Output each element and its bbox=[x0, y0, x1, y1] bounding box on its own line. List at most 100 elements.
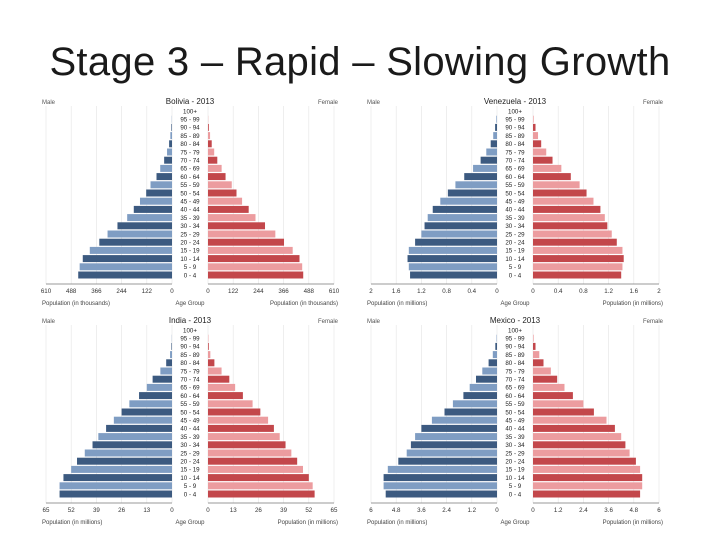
female-bar bbox=[208, 246, 293, 254]
age-group-label: 65 - 69 bbox=[505, 166, 525, 173]
age-group-label: 100+ bbox=[183, 327, 197, 334]
female-bar bbox=[533, 230, 612, 238]
male-bar bbox=[71, 465, 172, 473]
x-tick-label: 0 bbox=[495, 288, 499, 295]
male-bar bbox=[476, 375, 497, 383]
female-bar bbox=[533, 400, 584, 408]
age-group-label: 85 - 89 bbox=[505, 133, 525, 140]
age-group-label: 95 - 99 bbox=[505, 117, 525, 124]
female-bar bbox=[208, 400, 253, 408]
age-group-label: 10 - 14 bbox=[505, 475, 525, 482]
x-tick-label: 4.8 bbox=[629, 507, 638, 514]
female-bar bbox=[208, 140, 212, 148]
age-group-label: 45 - 49 bbox=[505, 418, 525, 425]
x-tick-label: 2 bbox=[657, 288, 661, 295]
age-group-label: 35 - 39 bbox=[180, 434, 200, 441]
male-bar bbox=[387, 465, 497, 473]
male-bar bbox=[486, 148, 497, 156]
female-bar bbox=[208, 263, 303, 271]
male-bar bbox=[427, 214, 497, 222]
x-tick-label: 122 bbox=[228, 288, 239, 295]
x-tick-label: 1.2 bbox=[467, 507, 476, 514]
male-bar bbox=[480, 156, 497, 164]
age-group-label: 60 - 64 bbox=[180, 174, 200, 181]
x-tick-label: 39 bbox=[280, 507, 287, 514]
x-tick-label: 6 bbox=[657, 507, 661, 514]
female-bar bbox=[208, 197, 243, 205]
age-group-label: 70 - 74 bbox=[180, 377, 200, 384]
male-bar bbox=[464, 173, 497, 181]
age-group-label: 80 - 84 bbox=[180, 360, 200, 367]
x-tick-label: 1.2 bbox=[604, 288, 613, 295]
male-bar bbox=[166, 359, 172, 367]
age-group-label: 20 - 24 bbox=[505, 240, 525, 247]
male-label: Male bbox=[367, 100, 381, 106]
chart-title: Mexico - 2013 bbox=[490, 316, 541, 325]
female-bar bbox=[533, 392, 573, 400]
female-bar bbox=[533, 115, 534, 123]
female-bar bbox=[208, 392, 243, 400]
x-tick-label: 13 bbox=[230, 507, 237, 514]
age-group-label: 20 - 24 bbox=[505, 459, 525, 466]
male-bar bbox=[170, 351, 172, 359]
male-bar bbox=[495, 123, 497, 131]
age-group-label: 100+ bbox=[508, 108, 522, 115]
female-bar bbox=[533, 342, 536, 350]
age-group-label: 20 - 24 bbox=[180, 240, 200, 247]
female-bar bbox=[533, 222, 608, 230]
x-tick-label: 26 bbox=[118, 507, 125, 514]
age-group-label: 80 - 84 bbox=[505, 141, 525, 148]
age-group-label: 0 - 4 bbox=[509, 272, 522, 279]
female-bar bbox=[533, 205, 601, 213]
age-group-label: 15 - 19 bbox=[505, 467, 525, 474]
male-bar bbox=[121, 408, 172, 416]
male-bar bbox=[383, 482, 497, 490]
age-group-label: 10 - 14 bbox=[505, 256, 525, 263]
female-bar bbox=[208, 238, 285, 246]
male-bar bbox=[129, 400, 172, 408]
age-group-label: 100+ bbox=[183, 108, 197, 115]
female-bar bbox=[208, 271, 304, 279]
male-label: Male bbox=[367, 319, 381, 325]
age-group-label: 95 - 99 bbox=[180, 336, 200, 343]
x-axis-title-center: Age Group bbox=[175, 301, 205, 307]
x-axis-title-left: Population (in thousands) bbox=[42, 301, 110, 307]
age-group-label: 40 - 44 bbox=[505, 207, 525, 214]
age-group-label: 100+ bbox=[508, 327, 522, 334]
male-bar bbox=[171, 123, 172, 131]
male-bar bbox=[171, 342, 172, 350]
age-group-label: 55 - 59 bbox=[505, 401, 525, 408]
male-bar bbox=[133, 205, 172, 213]
age-group-label: 75 - 79 bbox=[505, 368, 525, 375]
female-label: Female bbox=[643, 319, 664, 325]
x-tick-label: 2 bbox=[369, 288, 373, 295]
female-bar bbox=[208, 482, 313, 490]
age-group-label: 95 - 99 bbox=[180, 117, 200, 124]
female-bar bbox=[533, 383, 565, 391]
female-bar bbox=[208, 255, 300, 263]
x-axis-title-left: Population (in millions) bbox=[367, 301, 427, 307]
male-label: Male bbox=[42, 319, 56, 325]
female-bar bbox=[533, 465, 641, 473]
female-bar bbox=[533, 474, 643, 482]
male-bar bbox=[492, 351, 497, 359]
pyramid-svg-venezuela: Male Venezuela - 2013 Female 100+ 95 - 9990 … bbox=[367, 97, 664, 307]
x-tick-label: 244 bbox=[253, 288, 264, 295]
age-group-label: 60 - 64 bbox=[180, 393, 200, 400]
age-group-label: 20 - 24 bbox=[180, 459, 200, 466]
male-bar bbox=[92, 441, 172, 449]
x-tick-label: 610 bbox=[41, 288, 52, 295]
age-group-label: 90 - 94 bbox=[180, 344, 200, 351]
x-tick-label: 0 bbox=[170, 507, 174, 514]
male-bar bbox=[493, 132, 497, 140]
x-tick-label: 3.6 bbox=[604, 507, 613, 514]
x-tick-label: 0 bbox=[206, 507, 210, 514]
age-group-label: 30 - 34 bbox=[505, 223, 525, 230]
male-bar bbox=[415, 238, 497, 246]
female-bar bbox=[533, 351, 540, 359]
male-bar bbox=[385, 490, 497, 498]
x-tick-label: 0 bbox=[206, 288, 210, 295]
female-bar bbox=[533, 457, 636, 465]
age-group-label: 55 - 59 bbox=[180, 182, 200, 189]
